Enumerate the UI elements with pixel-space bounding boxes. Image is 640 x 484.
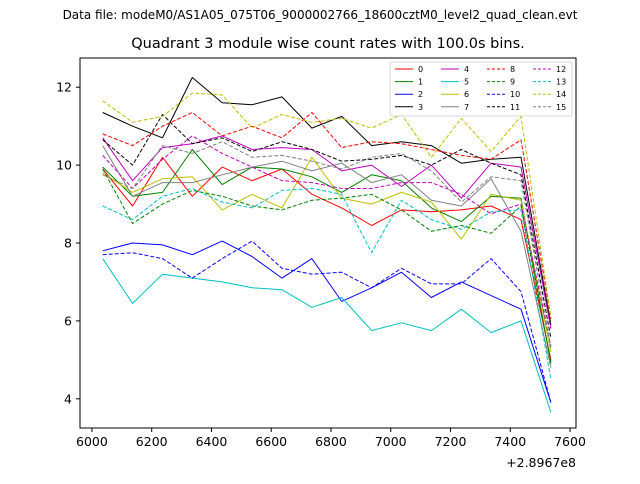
legend-label: 6 — [464, 90, 469, 99]
legend-label: 3 — [418, 103, 423, 112]
series-line-1 — [102, 149, 552, 364]
legend-label: 10 — [510, 90, 520, 99]
y-tick-label: 6 — [64, 313, 72, 328]
x-tick-label: 7000 — [375, 434, 407, 449]
series-line-13 — [102, 188, 552, 380]
x-tick-label: 6400 — [196, 434, 228, 449]
x-tick-label: 6000 — [76, 434, 108, 449]
legend-label: 12 — [556, 65, 566, 74]
data-file-label: Data file: modeM0/AS1A05_075T06_90000027… — [63, 8, 578, 22]
x-tick-label: 7200 — [435, 434, 467, 449]
series-line-4 — [102, 135, 552, 329]
series-line-3 — [102, 77, 552, 325]
series-line-2 — [102, 240, 552, 403]
y-tick-label: 12 — [56, 80, 72, 95]
legend-label: 2 — [418, 90, 423, 99]
legend-label: 5 — [464, 78, 469, 87]
series-line-6 — [102, 156, 552, 353]
x-tick-label: 6200 — [136, 434, 168, 449]
chart-title: Quadrant 3 module wise count rates with … — [131, 36, 525, 52]
legend-label: 11 — [510, 103, 520, 112]
series-line-11 — [102, 114, 552, 339]
y-tick-label: 10 — [56, 158, 72, 173]
x-tick-label: 6600 — [255, 434, 287, 449]
legend-label: 15 — [556, 103, 566, 112]
legend-label: 1 — [418, 78, 423, 87]
y-tick-label: 8 — [64, 236, 72, 251]
legend-label: 4 — [464, 65, 469, 74]
series-line-12 — [102, 135, 552, 347]
series-line-5 — [102, 258, 552, 413]
y-axis: 4 6 8 10 12 — [56, 80, 80, 406]
series-line-0 — [102, 156, 552, 360]
series-line-8 — [102, 112, 552, 319]
plot-area: 6000 6200 6400 6600 6800 7000 7200 7400 7600 4 6 8… — [56, 57, 586, 470]
series-layer — [102, 77, 552, 413]
series-line-9 — [102, 168, 552, 362]
series-line-14 — [102, 92, 552, 318]
legend-label: 13 — [556, 78, 566, 87]
series-line-15 — [102, 141, 552, 349]
x-tick-label: 7400 — [494, 434, 526, 449]
x-tick-label: 6800 — [315, 434, 347, 449]
series-line-10 — [102, 240, 552, 403]
x-tick-label: 7600 — [554, 434, 586, 449]
legend-box — [389, 61, 573, 117]
legend-label: 9 — [510, 78, 515, 87]
legend-label: 8 — [510, 65, 515, 74]
legend-label: 0 — [418, 65, 423, 74]
y-tick-label: 4 — [64, 391, 72, 406]
series-line-7 — [102, 145, 552, 368]
legend-label: 7 — [464, 103, 469, 112]
x-offset-label: +2.8967e8 — [506, 455, 576, 470]
x-axis: 6000 6200 6400 6600 6800 7000 7200 7400 7600 — [76, 428, 586, 449]
legend-label: 14 — [556, 90, 566, 99]
